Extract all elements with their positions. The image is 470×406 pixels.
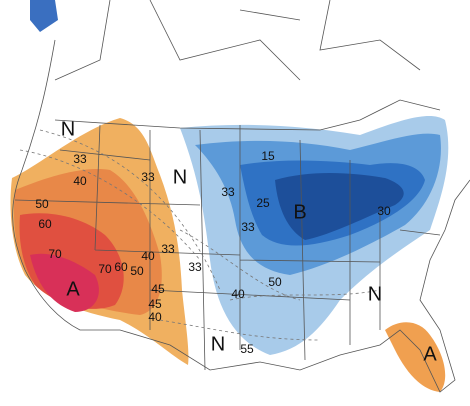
map-label: 55: [240, 342, 254, 356]
map-label: A: [423, 343, 437, 365]
map-label: 33: [161, 242, 175, 256]
florida-above: [385, 322, 446, 392]
map-label: 45: [151, 282, 165, 296]
map-label: N: [211, 333, 225, 355]
map-labels: N 33 40 33 N 50 60 15 33 25 B 33 30 70 4…: [35, 118, 437, 365]
above-normal-top: [30, 253, 99, 312]
map-label: 33: [141, 170, 155, 184]
corner-blue: [30, 0, 58, 32]
canada-lines: [54, 0, 421, 81]
map-label: B: [293, 201, 306, 223]
map-label: 30: [377, 204, 391, 218]
map-label: 60: [114, 260, 128, 274]
map-label: A: [66, 278, 80, 300]
map-label: 50: [268, 275, 282, 289]
map-label: N: [368, 283, 382, 305]
map-label: 50: [35, 197, 49, 211]
map-label: 40: [231, 287, 245, 301]
map-label: 33: [221, 185, 235, 199]
map-label: 70: [48, 247, 62, 261]
map-label: 50: [130, 264, 144, 278]
state-lines: [14, 124, 441, 371]
map-label: 45: [148, 297, 162, 311]
coastline: [12, 39, 470, 393]
boundaries: [12, 0, 470, 393]
map-label: 15: [261, 149, 275, 163]
map-label: 33: [241, 220, 255, 234]
map-label: 40: [148, 310, 162, 324]
map-label: 70: [98, 262, 112, 276]
map-label: N: [61, 118, 75, 140]
map-label: 60: [38, 217, 52, 231]
map-label: 40: [141, 249, 155, 263]
map-label: 33: [73, 152, 87, 166]
map-label: 33: [188, 260, 202, 274]
border-north: [54, 99, 441, 131]
map-label: N: [173, 166, 187, 188]
map-label: 40: [73, 174, 87, 188]
below-normal-top: [275, 173, 404, 240]
map-label: 25: [256, 196, 270, 210]
